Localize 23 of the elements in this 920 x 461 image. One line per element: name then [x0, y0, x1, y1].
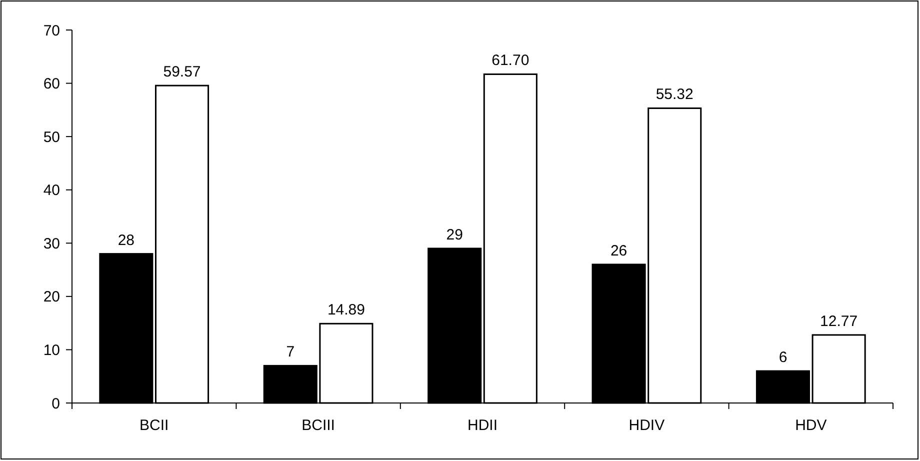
data-label: 26	[610, 242, 628, 260]
data-label: 14.89	[327, 302, 365, 319]
x-tick-label: HDII	[468, 417, 498, 434]
data-label: 59.57	[163, 64, 201, 81]
y-tick-label: 70	[43, 22, 60, 40]
data-label: 28	[118, 232, 135, 249]
data-label: 61.70	[492, 52, 530, 70]
data-label: 29	[446, 226, 463, 244]
y-tick-label: 40	[43, 182, 60, 200]
x-tick-label: HDV	[795, 417, 827, 434]
y-tick-label: 0	[52, 395, 60, 412]
data-label: 12.77	[820, 312, 858, 330]
y-tick-label: 60	[43, 76, 60, 93]
y-tick-label: 50	[43, 128, 60, 146]
data-label: 6	[778, 349, 788, 366]
y-tick-label: 10	[43, 342, 60, 359]
y-tick-label: 30	[43, 235, 60, 252]
y-tick-label: 20	[43, 288, 60, 306]
data-label: 55.32	[656, 86, 694, 104]
x-tick-label: HDIV	[628, 417, 665, 434]
x-tick-label: BCII	[140, 417, 169, 434]
data-label: 7	[286, 344, 295, 361]
x-tick-label: BCIII	[302, 417, 335, 434]
